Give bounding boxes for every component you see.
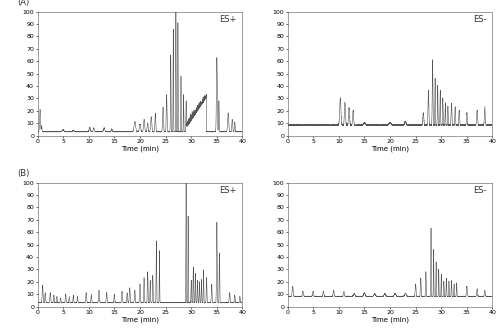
Text: ES+: ES+ — [219, 15, 236, 24]
X-axis label: Time (min): Time (min) — [371, 145, 409, 152]
Text: ES-: ES- — [473, 186, 486, 195]
X-axis label: Time (min): Time (min) — [121, 145, 159, 152]
Text: (B): (B) — [17, 169, 29, 178]
Text: (A): (A) — [17, 0, 29, 7]
X-axis label: Time (min): Time (min) — [121, 316, 159, 323]
Text: ES+: ES+ — [219, 186, 236, 195]
X-axis label: Time (min): Time (min) — [371, 316, 409, 323]
Text: ES-: ES- — [473, 15, 486, 24]
